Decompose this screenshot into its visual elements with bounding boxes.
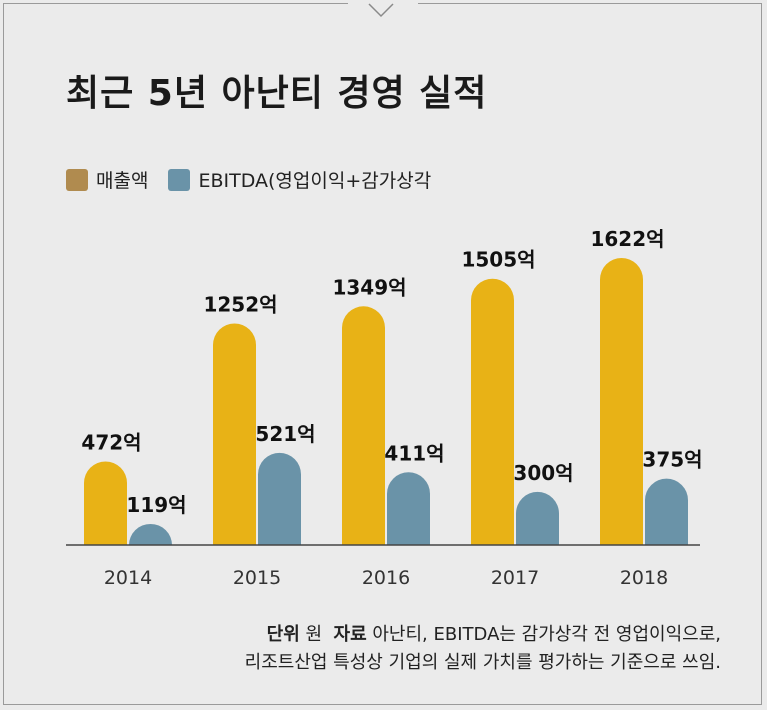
legend-label-ebitda: EBITDA(영업이익+감가상각: [198, 170, 432, 192]
legend-item-revenue: 매출액: [66, 166, 148, 193]
bar-ebitda-2015: [258, 452, 301, 545]
data-label-revenue-2014: 472억: [81, 430, 141, 454]
data-label-ebitda-2016: 411억: [384, 441, 444, 465]
legend-item-ebitda: EBITDA(영업이익+감가상각: [168, 166, 431, 193]
legend-swatch-ebitda: [168, 168, 191, 191]
bar-revenue-2018: [600, 258, 643, 545]
bar-revenue-2015: [213, 323, 256, 545]
chevron-down-icon: [368, 3, 394, 18]
note-unit-label: 단위: [266, 624, 300, 645]
x-tick-label-2014: 2014: [104, 567, 152, 589]
note-source-text: 아난티, EBITDA는 감가상각 전 영업이익으로,: [372, 624, 721, 645]
data-label-revenue-2015: 1252억: [203, 292, 277, 316]
note-line-1: 단위 원 자료 아난티, EBITDA는 감가상각 전 영업이익으로,: [121, 620, 721, 646]
chart-title: 최근 5년 아난티 경영 실적: [66, 73, 488, 114]
data-label-ebitda-2015: 521억: [255, 422, 315, 446]
note-unit-value: 원: [305, 624, 323, 645]
data-label-revenue-2018: 1622억: [590, 227, 664, 251]
x-tick-label-2017: 2017: [491, 567, 539, 589]
data-label-ebitda-2018: 375억: [642, 448, 702, 472]
bar-revenue-2016: [342, 306, 385, 545]
note-line-2: 리조트산업 특성상 기업의 실제 가치를 평가하는 기준으로 쓰임.: [244, 652, 721, 673]
bar-ebitda-2016: [387, 472, 430, 545]
x-tick-label-2018: 2018: [620, 567, 668, 589]
data-label-revenue-2017: 1505억: [461, 248, 535, 272]
x-tick-label-2015: 2015: [233, 567, 281, 589]
x-tick-label-2016: 2016: [362, 567, 410, 589]
data-label-ebitda-2017: 300억: [513, 461, 573, 485]
data-label-revenue-2016: 1349억: [332, 275, 406, 299]
legend: 매출액 EBITDA(영업이익+감가상각: [66, 166, 451, 193]
bar-ebitda-2014: [129, 523, 172, 545]
bar-ebitda-2018: [645, 478, 688, 545]
legend-swatch-revenue: [66, 168, 88, 191]
bar-revenue-2014: [84, 461, 127, 545]
frame-notch-gap: [348, 0, 418, 8]
bar-revenue-2017: [471, 278, 514, 545]
bar-ebitda-2017: [516, 491, 559, 545]
note-source-label: 자료: [333, 624, 367, 645]
legend-label-revenue: 매출액: [96, 170, 149, 192]
data-label-ebitda-2014: 119억: [126, 493, 186, 517]
